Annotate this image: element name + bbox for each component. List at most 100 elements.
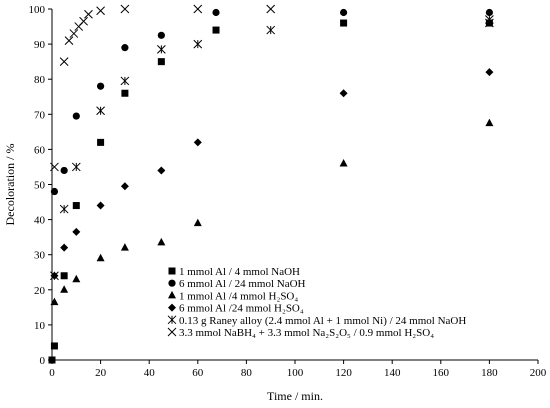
data-point-square — [48, 356, 56, 364]
legend-item: 1 mmol Al / 4 mmol NaOH — [168, 266, 300, 278]
data-point-star — [59, 204, 69, 214]
x-tick-label: 0 — [49, 367, 55, 379]
tick-labels: 0 20 40 60 80 100 120 140 160 180 200 0 10 20 30 40 50 60… — [29, 4, 547, 379]
y-tick-label: 40 — [34, 215, 46, 227]
x-tick-label: 100 — [287, 367, 304, 379]
data-point-square — [168, 267, 176, 275]
data-point-star — [266, 25, 276, 35]
data-point-triangle — [157, 237, 166, 246]
data-point-x — [485, 18, 494, 28]
data-point-circle — [97, 82, 105, 90]
x-tick-label: 80 — [241, 367, 253, 379]
legend-label: 1 mmol Al /4 mmol H₂SO₄ — [179, 290, 298, 302]
y-tick-label: 20 — [34, 285, 46, 297]
legend-item: 6 mmol Al /24 mmol H₂SO₄ — [168, 303, 304, 315]
data-point-square — [340, 19, 348, 27]
data-point-diamond — [72, 227, 81, 236]
legend-item: 1 mmol Al /4 mmol H₂SO₄ — [168, 290, 298, 302]
data-point-circle — [340, 8, 348, 17]
x-tick-label: 120 — [335, 367, 352, 379]
data-point-square — [72, 202, 80, 210]
data-point-diamond — [168, 303, 176, 312]
data-point-star — [485, 15, 494, 24]
legend-label: 1 mmol Al / 4 mmol NaOH — [179, 266, 300, 278]
x-tick-label: 40 — [144, 367, 156, 379]
data-point-x — [50, 162, 59, 172]
y-tick-label: 50 — [34, 180, 46, 192]
x-tick-label: 140 — [384, 367, 401, 379]
x-tick-label: 160 — [433, 367, 450, 379]
data-point-x — [167, 327, 177, 337]
data-point-circle — [485, 8, 493, 17]
data-point-circle — [60, 166, 68, 175]
data-point-square — [60, 272, 68, 280]
data-point-diamond — [96, 201, 105, 210]
data-point-triangle — [485, 118, 494, 127]
y-tick-label: 80 — [34, 74, 46, 86]
data-point-diamond — [157, 166, 166, 175]
data-point-diamond — [485, 68, 494, 77]
data-points — [48, 4, 494, 364]
x-tick-label: 20 — [95, 367, 107, 379]
data-point-square — [121, 89, 129, 97]
data-point-triangle — [168, 290, 176, 299]
y-tick-label: 0 — [40, 355, 46, 367]
legend-item: 3.3 mmol NaBH₄ + 3.3 mmol Na₂S₂O₅ / 0.9 … — [167, 327, 434, 339]
data-point-circle — [50, 187, 59, 196]
data-point-x — [120, 4, 130, 14]
x-tick-label: 200 — [530, 367, 547, 379]
data-point-circle — [212, 8, 220, 17]
data-point-diamond — [193, 138, 202, 147]
data-point-x — [84, 9, 93, 19]
data-point-x — [96, 6, 105, 16]
data-point-triangle — [120, 243, 129, 251]
legend-label: 3.3 mmol NaBH₄ + 3.3 mmol Na₂S₂O₅ / 0.9 … — [179, 327, 434, 339]
y-tick-label: 90 — [34, 39, 46, 51]
series — [50, 68, 494, 280]
series — [50, 8, 493, 196]
x-tick-label: 60 — [192, 367, 204, 379]
y-tick-label: 30 — [34, 250, 46, 262]
data-point-star — [193, 39, 203, 49]
series — [50, 4, 494, 172]
x-axis-label: Time / min. — [267, 389, 323, 403]
x-tick-label: 180 — [481, 367, 498, 379]
data-point-triangle — [193, 218, 202, 227]
data-point-square — [157, 58, 165, 66]
data-point-x — [79, 16, 88, 26]
legend-label: 6 mmol Al / 24 mmol NaOH — [179, 278, 306, 290]
data-point-triangle — [96, 253, 105, 262]
data-point-star — [156, 45, 166, 54]
data-point-triangle — [339, 158, 348, 167]
legend-label: 0.13 g Raney alloy (2.4 mmol Al + 1 mmol… — [179, 315, 466, 327]
data-point-square — [212, 26, 220, 34]
data-point-circle — [121, 44, 129, 52]
data-point-x — [64, 36, 74, 45]
data-point-x — [69, 29, 79, 38]
legend-item: 0.13 g Raney alloy (2.4 mmol Al + 1 mmol… — [167, 315, 466, 327]
data-point-x — [266, 4, 276, 14]
data-point-star — [120, 76, 130, 86]
data-point-star — [167, 315, 177, 325]
series — [50, 118, 494, 306]
data-point-square — [97, 138, 105, 146]
y-tick-label: 60 — [34, 144, 46, 156]
data-point-circle — [168, 279, 176, 287]
data-point-triangle — [50, 297, 59, 306]
data-point-diamond — [60, 243, 69, 252]
data-point-triangle — [72, 274, 81, 283]
data-point-star — [50, 271, 59, 281]
data-point-star — [71, 162, 81, 172]
legend-label: 6 mmol Al /24 mmol H₂SO₄ — [179, 303, 304, 315]
data-point-square — [50, 342, 58, 350]
data-point-star — [96, 106, 105, 116]
data-point-x — [59, 57, 69, 67]
data-point-circle — [72, 112, 80, 120]
data-point-x — [193, 4, 203, 14]
y-tick-label: 70 — [34, 109, 46, 121]
legend-item: 6 mmol Al / 24 mmol NaOH — [168, 278, 306, 290]
data-point-diamond — [120, 182, 129, 191]
data-point-circle — [157, 31, 165, 39]
